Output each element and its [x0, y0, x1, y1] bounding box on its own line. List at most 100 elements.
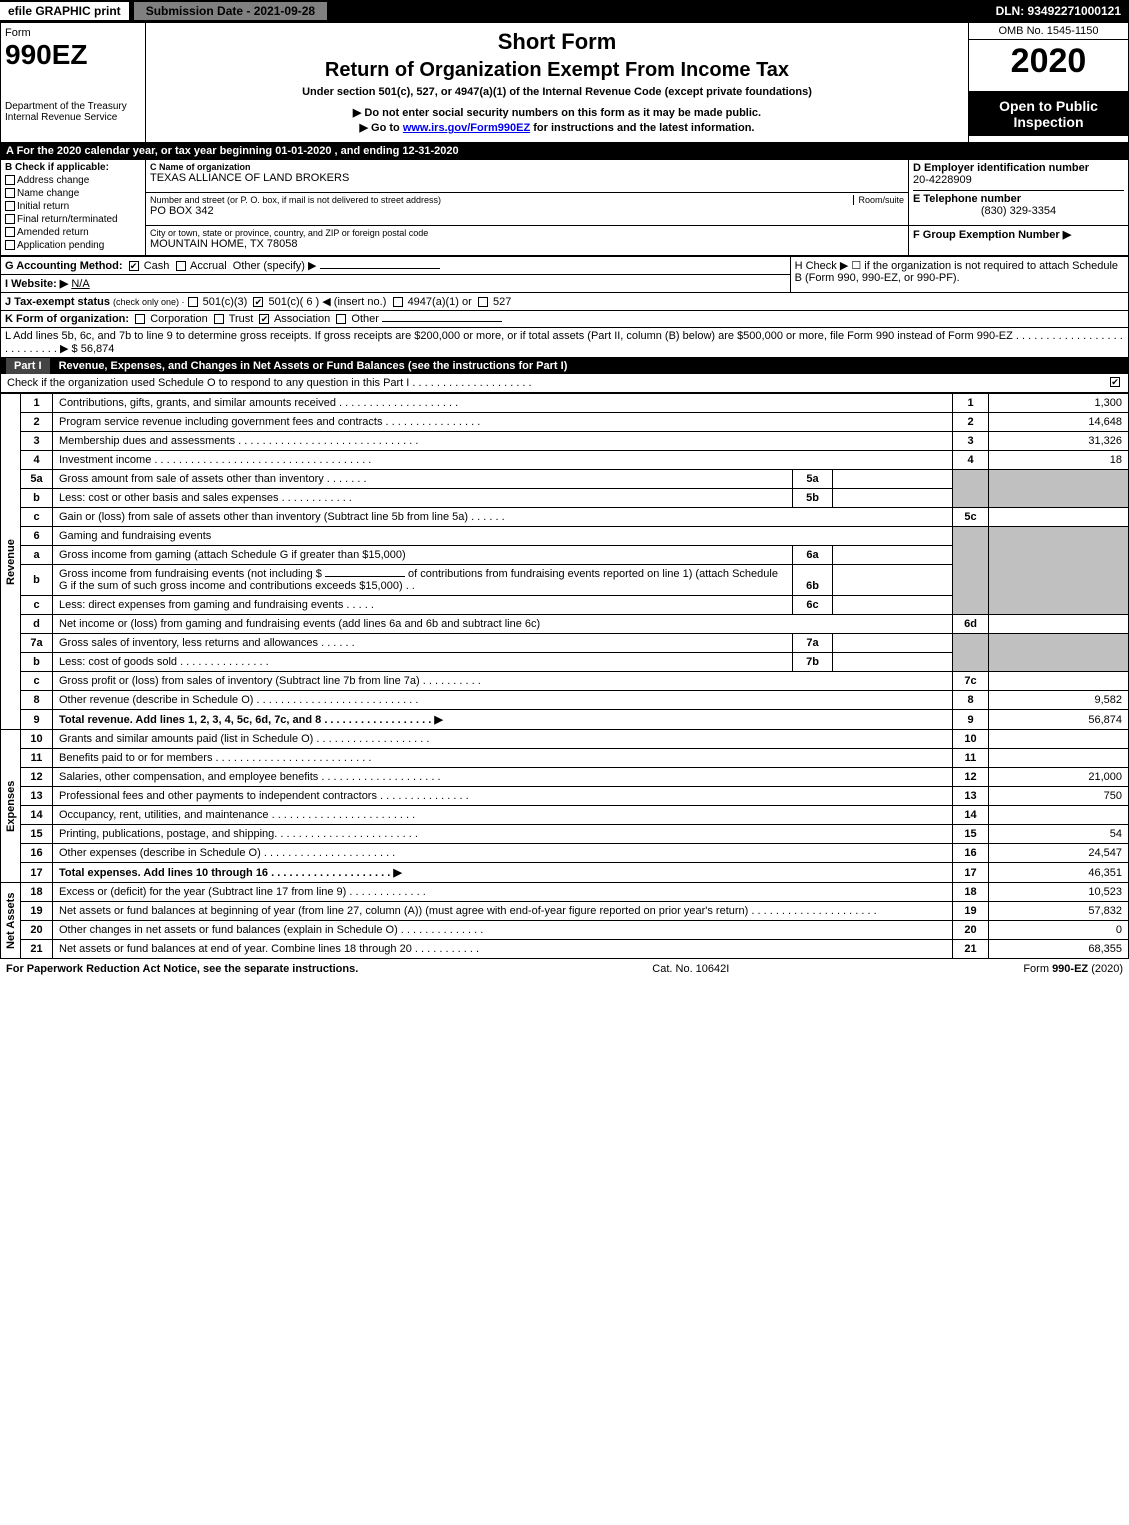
cb-corp[interactable]	[135, 314, 145, 324]
line-7c-desc: Gross profit or (loss) from sales of inv…	[53, 672, 953, 691]
cb-4947[interactable]	[393, 297, 403, 307]
line-13-num: 13	[21, 787, 53, 806]
line-14-ref: 14	[953, 806, 989, 825]
line-7b-val	[833, 653, 953, 672]
cb-501c3[interactable]	[188, 297, 198, 307]
line-2-ref: 2	[953, 413, 989, 432]
other-specify: Other (specify) ▶	[233, 260, 317, 272]
line-17-amount: 46,351	[989, 863, 1129, 883]
line-18-desc: Excess or (deficit) for the year (Subtra…	[53, 883, 953, 902]
revenue-label: Revenue	[1, 394, 21, 730]
cb-address-change[interactable]: Address change	[5, 175, 141, 186]
line-19-desc: Net assets or fund balances at beginning…	[53, 902, 953, 921]
line-1-amount: 1,300	[989, 394, 1129, 413]
line-15-amount: 54	[989, 825, 1129, 844]
goto-prefix: ▶ Go to	[360, 122, 403, 134]
cb-initial-return[interactable]: Initial return	[5, 201, 141, 212]
line-18-amount: 10,523	[989, 883, 1129, 902]
line-7b-sub: 7b	[793, 653, 833, 672]
box-f: F Group Exemption Number ▶	[909, 226, 1129, 256]
page-footer: For Paperwork Reduction Act Notice, see …	[0, 959, 1129, 979]
line-15-ref: 15	[953, 825, 989, 844]
box-b-title: B Check if applicable:	[5, 162, 109, 173]
line-9-amount: 56,874	[989, 710, 1129, 730]
line-6b-sub: 6b	[793, 565, 833, 596]
line-8-ref: 8	[953, 691, 989, 710]
line-20-amount: 0	[989, 921, 1129, 940]
line-5b-sub: 5b	[793, 489, 833, 508]
cb-accrual[interactable]	[176, 261, 186, 271]
part-i-label: Part I	[6, 358, 50, 374]
box-d-e: D Employer identification number 20-4228…	[909, 160, 1129, 226]
box-c-addr-label: Number and street (or P. O. box, if mail…	[150, 195, 853, 205]
box-c-city-label: City or town, state or province, country…	[150, 228, 904, 238]
efile-print-label[interactable]: efile GRAPHIC print	[0, 2, 129, 20]
line-6a-val	[833, 546, 953, 565]
line-5c-desc: Gain or (loss) from sale of assets other…	[53, 508, 953, 527]
box-l: L Add lines 5b, 6c, and 7b to line 9 to …	[1, 328, 1129, 358]
line-19-ref: 19	[953, 902, 989, 921]
box-b: B Check if applicable: Address change Na…	[1, 160, 146, 256]
gross-receipts: 56,874	[81, 343, 115, 355]
form-word: Form	[5, 27, 141, 39]
cb-schedule-o[interactable]	[1110, 377, 1120, 387]
cb-trust[interactable]	[214, 314, 224, 324]
line-9-desc: Total revenue. Add lines 1, 2, 3, 4, 5c,…	[53, 710, 953, 730]
cb-527[interactable]	[478, 297, 488, 307]
cb-amended[interactable]: Amended return	[5, 227, 141, 238]
form-number: 990EZ	[5, 39, 141, 71]
cb-assoc[interactable]	[259, 314, 269, 324]
line-6c-sub: 6c	[793, 596, 833, 615]
box-c-addr: Number and street (or P. O. box, if mail…	[146, 193, 909, 226]
line-14-num: 14	[21, 806, 53, 825]
cb-name-change[interactable]: Name change	[5, 188, 141, 199]
line-21-amount: 68,355	[989, 940, 1129, 959]
line-19-amount: 57,832	[989, 902, 1129, 921]
line-5a-sub: 5a	[793, 470, 833, 489]
box-f-label: F Group Exemption Number ▶	[913, 229, 1071, 241]
line-6a-sub: 6a	[793, 546, 833, 565]
grey-5	[953, 470, 989, 508]
city-state-zip: MOUNTAIN HOME, TX 78058	[150, 238, 904, 250]
under-section: Under section 501(c), 527, or 4947(a)(1)…	[152, 86, 962, 98]
box-g-label: G Accounting Method:	[5, 260, 123, 272]
line-13-desc: Professional fees and other payments to …	[53, 787, 953, 806]
org-name: TEXAS ALLIANCE OF LAND BROKERS	[150, 172, 904, 184]
dept-treasury: Department of the Treasury	[5, 101, 141, 112]
tax-year: 2020	[969, 40, 1128, 83]
line-2-amount: 14,648	[989, 413, 1129, 432]
irs-link[interactable]: www.irs.gov/Form990EZ	[403, 122, 530, 134]
schedule-o-check-text: Check if the organization used Schedule …	[7, 377, 1110, 389]
line-7a-sub: 7a	[793, 634, 833, 653]
line-16-ref: 16	[953, 844, 989, 863]
line-12-num: 12	[21, 768, 53, 787]
cb-501c[interactable]	[253, 297, 263, 307]
line-15-desc: Printing, publications, postage, and shi…	[53, 825, 953, 844]
line-4-ref: 4	[953, 451, 989, 470]
line-10-amount	[989, 730, 1129, 749]
line-8-desc: Other revenue (describe in Schedule O) .…	[53, 691, 953, 710]
line-6c-val	[833, 596, 953, 615]
line-5b-desc: Less: cost or other basis and sales expe…	[53, 489, 793, 508]
line-8-num: 8	[21, 691, 53, 710]
box-l-text: L Add lines 5b, 6c, and 7b to line 9 to …	[5, 330, 1123, 355]
line-10-num: 10	[21, 730, 53, 749]
line-9-num: 9	[21, 710, 53, 730]
line-10-desc: Grants and similar amounts paid (list in…	[53, 730, 953, 749]
line-14-amount	[989, 806, 1129, 825]
cb-final-return[interactable]: Final return/terminated	[5, 214, 141, 225]
cb-pending[interactable]: Application pending	[5, 240, 141, 251]
line-7a-desc: Gross sales of inventory, less returns a…	[53, 634, 793, 653]
box-d-label: D Employer identification number	[913, 162, 1089, 174]
cb-cash[interactable]	[129, 261, 139, 271]
line-16-num: 16	[21, 844, 53, 863]
submission-date-label: Submission Date - 2021-09-28	[133, 1, 328, 21]
line-5b-val	[833, 489, 953, 508]
box-k-label: K Form of organization:	[5, 313, 129, 325]
street-address: PO BOX 342	[150, 205, 904, 217]
cb-other-org[interactable]	[336, 314, 346, 324]
line-2-num: 2	[21, 413, 53, 432]
line-12-desc: Salaries, other compensation, and employ…	[53, 768, 953, 787]
form-header: Form 990EZ Department of the Treasury In…	[0, 22, 1129, 143]
line-3-num: 3	[21, 432, 53, 451]
